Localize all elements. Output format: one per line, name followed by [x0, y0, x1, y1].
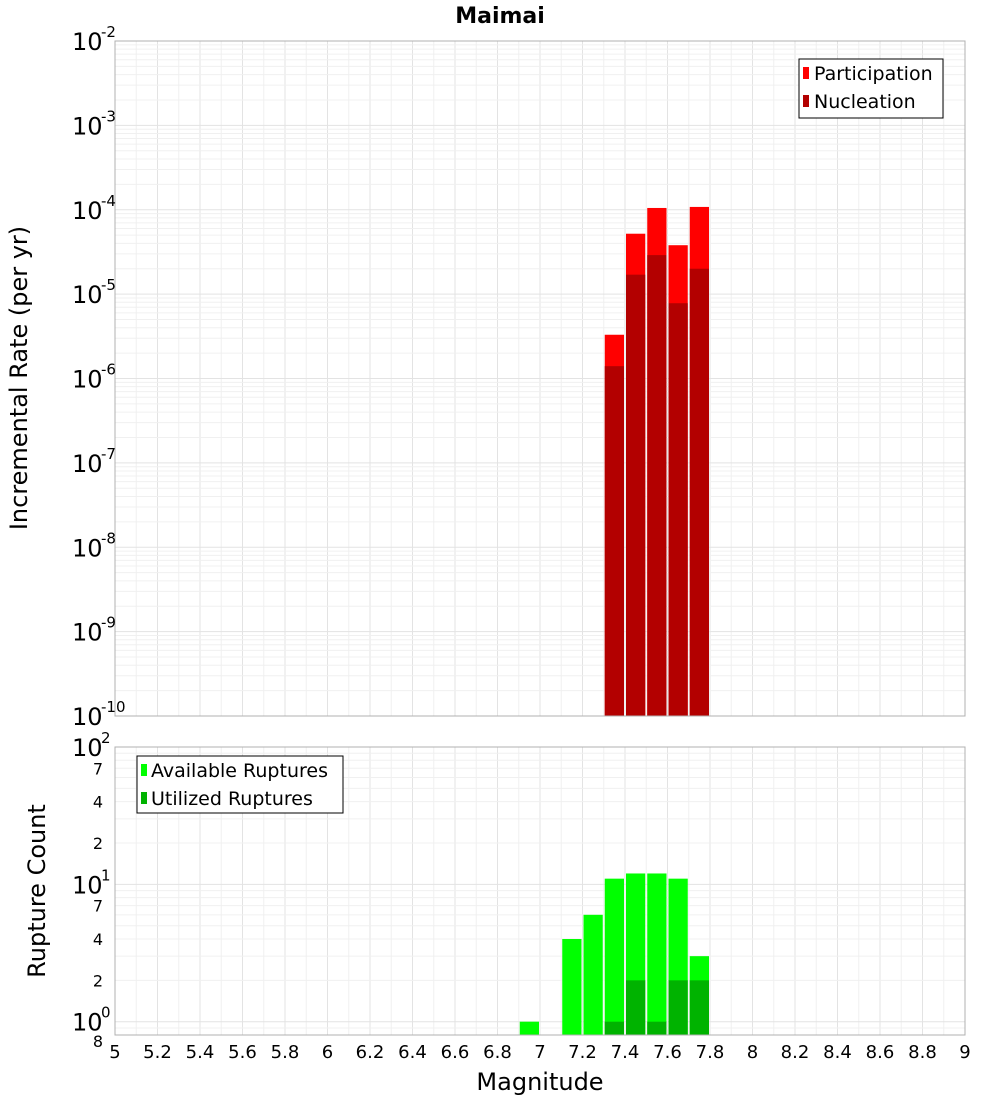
top-plot-bars: [604, 206, 709, 717]
legend-label-utilized-ruptures: Utilized Ruptures: [151, 788, 313, 810]
x-tick-label: 6.8: [483, 1042, 512, 1063]
top-plot-grid: [114, 41, 966, 717]
top-y-tick-label: 10: [72, 703, 103, 731]
bottom-y-tick-label: 10: [72, 734, 103, 762]
top-y-tick-label: 10: [72, 534, 103, 562]
chart-title: Maimai: [455, 4, 545, 29]
x-tick-label: 8.4: [823, 1042, 852, 1063]
x-tick-label: 7.8: [696, 1042, 725, 1063]
bottom-bar-available-ruptures: [562, 939, 582, 1035]
bottom-y-minor-tick-label: 2: [93, 971, 103, 990]
top-y-tick-exponent: -10: [101, 698, 126, 716]
top-y-tick-exponent: -7: [101, 445, 116, 463]
bottom-bar-utilized-ruptures: [647, 1021, 667, 1035]
bottom-bar-available-ruptures: [583, 914, 603, 1035]
top-bar-nucleation: [647, 255, 667, 716]
x-tick-label: 8.2: [781, 1042, 810, 1063]
x-tick-label: 7.6: [653, 1042, 682, 1063]
x-tick-label: 8.8: [908, 1042, 937, 1063]
top-y-tick-label: 10: [72, 281, 103, 309]
bottom-y-axis-label: Rupture Count: [23, 804, 51, 978]
top-bar-nucleation: [668, 303, 688, 716]
top-plot-area: [114, 40, 966, 717]
x-tick-label: 8: [747, 1042, 758, 1063]
x-tick-label: 5.6: [228, 1042, 257, 1063]
bottom-bar-available-ruptures: [647, 873, 667, 1035]
top-y-tick-label: 10: [72, 112, 103, 140]
top-bar-nucleation: [689, 268, 709, 716]
x-tick-label: 6.2: [356, 1042, 385, 1063]
bottom-bar-utilized-ruptures: [689, 980, 709, 1035]
top-y-tick-label: 10: [72, 450, 103, 478]
x-tick-label: 8.6: [866, 1042, 895, 1063]
bottom-bar-utilized-ruptures: [626, 980, 646, 1035]
top-y-tick-label: 10: [72, 366, 103, 394]
top-y-tick-label: 10: [72, 197, 103, 225]
x-tick-label: 7: [534, 1042, 545, 1063]
top-y-tick-exponent: -4: [101, 192, 116, 210]
legend-label-available-ruptures: Available Ruptures: [151, 760, 328, 782]
bottom-y-minor-tick-label: 4: [93, 930, 103, 949]
top-bar-nucleation: [604, 366, 624, 716]
top-y-tick-exponent: -5: [101, 276, 116, 294]
legend-swatch-participation: [803, 67, 809, 79]
top-y-tick-label: 10: [72, 28, 103, 56]
x-tick-label: 6: [322, 1042, 333, 1063]
bottom-bar-available-ruptures: [519, 1021, 539, 1035]
top-legend: Participation Nucleation: [798, 58, 944, 119]
x-tick-label: 9: [959, 1042, 970, 1063]
top-y-tick-exponent: -2: [101, 23, 116, 41]
bottom-y-tick-exponent: 2: [101, 729, 111, 747]
x-tick-label: 6.6: [441, 1042, 470, 1063]
bottom-bar-available-ruptures: [604, 878, 624, 1035]
bottom-y-minor-tick-label: 8: [93, 1032, 103, 1051]
legend-label-nucleation: Nucleation: [814, 91, 916, 113]
x-tick-label: 6.4: [398, 1042, 427, 1063]
x-tick-label: 5: [109, 1042, 120, 1063]
x-tick-label: 5.4: [186, 1042, 215, 1063]
top-bar-nucleation: [626, 274, 646, 716]
bottom-plot-area: [114, 746, 966, 1036]
x-axis-ticks: 5 5.2 5.4 5.6 5.8 6 6.2 6.4 6.6 6.8 7 7.2 7.4 7.6 7.8 8…: [109, 1042, 970, 1063]
bottom-bar-utilized-ruptures: [668, 980, 688, 1035]
bottom-y-tick-exponent: 0: [101, 1004, 111, 1022]
bottom-y-minor-tick-label: 2: [93, 834, 103, 853]
legend-swatch-available-ruptures: [141, 764, 147, 776]
legend-swatch-nucleation: [803, 95, 809, 107]
bottom-legend: Available Ruptures Utilized Ruptures: [136, 755, 344, 814]
bottom-y-minor-tick-label: 4: [93, 793, 103, 812]
bottom-y-minor-tick-label: 7: [93, 759, 103, 778]
bottom-bar-utilized-ruptures: [604, 1021, 624, 1035]
top-y-tick-exponent: -9: [101, 614, 116, 632]
top-y-tick-exponent: -8: [101, 529, 116, 547]
bottom-y-tick-label: 10: [72, 871, 103, 899]
x-axis-label: Magnitude: [476, 1068, 603, 1096]
legend-swatch-utilized-ruptures: [141, 792, 147, 804]
bottom-y-tick-label: 10: [72, 1009, 103, 1037]
bottom-plot-bars: [519, 873, 709, 1035]
bottom-y-minor-tick-label: 7: [93, 897, 103, 916]
x-tick-label: 7.4: [611, 1042, 640, 1063]
top-y-tick-label: 10: [72, 619, 103, 647]
top-y-tick-exponent: -6: [101, 361, 116, 379]
x-tick-label: 5.2: [143, 1042, 172, 1063]
x-tick-label: 7.2: [568, 1042, 597, 1063]
top-y-axis-label: Incremental Rate (per yr): [5, 226, 33, 530]
top-y-tick-exponent: -3: [101, 107, 116, 125]
x-tick-label: 5.8: [271, 1042, 300, 1063]
top-y-axis-ticks: 10-210-310-410-510-610-710-810-910-10: [72, 23, 126, 731]
legend-label-participation: Participation: [814, 63, 933, 85]
bottom-y-tick-exponent: 1: [101, 866, 111, 884]
